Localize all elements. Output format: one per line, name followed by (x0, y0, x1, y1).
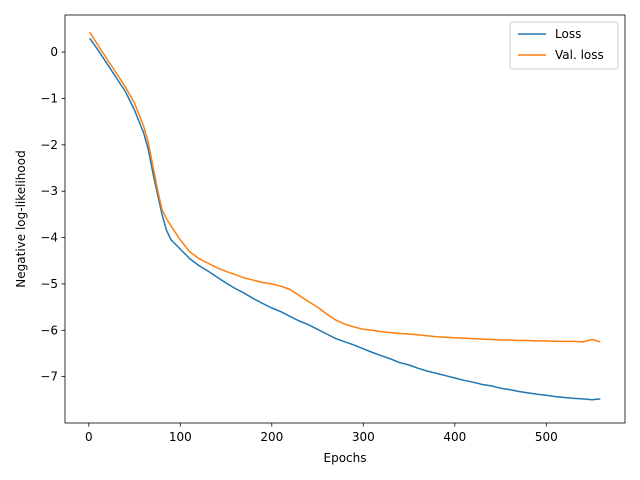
series-layer (89, 31, 601, 401)
x-tick-label: 0 (85, 430, 93, 444)
y-tick-label: −2 (40, 138, 58, 152)
x-tick-label: 200 (260, 430, 283, 444)
series-line-loss (89, 37, 601, 401)
x-tick-label: 100 (169, 430, 192, 444)
x-tick-label: 300 (352, 430, 375, 444)
y-tick-label: −3 (40, 184, 58, 198)
y-tick-label: −4 (40, 231, 58, 245)
y-axis: 0 −1 −2 −3 −4 −5 −6 −7 (40, 45, 65, 384)
legend-label-val-loss: Val. loss (555, 48, 604, 62)
y-tick-label: −1 (40, 91, 58, 105)
y-tick-label: −5 (40, 277, 58, 291)
plot-frame (64, 14, 626, 424)
x-tick-label: 400 (443, 430, 466, 444)
y-tick-label: −6 (40, 323, 58, 337)
x-axis: 0 100 200 300 400 500 (85, 423, 558, 444)
x-tick-label: 500 (535, 430, 558, 444)
y-tick-label: −7 (40, 370, 58, 384)
x-axis-label: Epochs (324, 451, 367, 465)
legend-label-loss: Loss (555, 27, 581, 41)
plot-area (65, 15, 625, 423)
y-axis-label: Negative log-likelihood (14, 150, 28, 287)
series-line-val-loss (89, 31, 601, 343)
y-tick-label: 0 (50, 45, 58, 59)
legend: Loss Val. loss (509, 21, 619, 70)
